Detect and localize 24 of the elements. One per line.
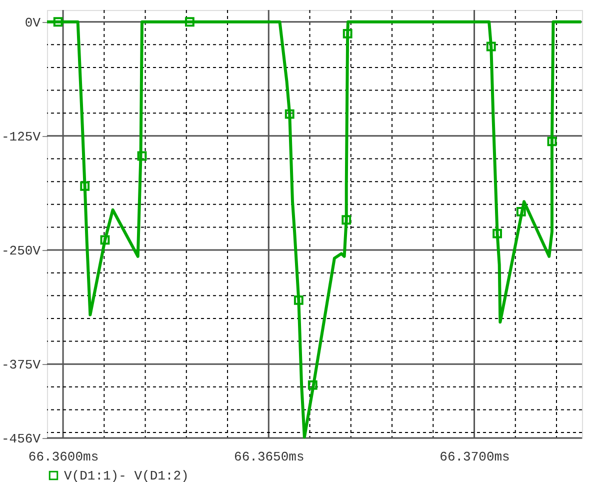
point — [53, 17, 63, 27]
y-tick-label: -125V — [1, 129, 41, 144]
point — [284, 109, 294, 119]
y-tick-label: -250V — [1, 244, 41, 259]
point — [137, 151, 147, 161]
point — [80, 181, 90, 191]
point — [486, 42, 496, 52]
point — [184, 17, 194, 27]
point — [342, 215, 352, 225]
y-tick-label: -375V — [1, 358, 41, 373]
point — [492, 228, 502, 238]
line-series — [46, 20, 583, 439]
x-tick-label: 66.3600ms — [28, 450, 99, 464]
x-tick-label: 66.3700ms — [440, 450, 510, 464]
point — [100, 235, 110, 245]
point — [516, 206, 526, 216]
point — [294, 295, 304, 305]
legend-label: V(D1:1)- V(D1:2) — [64, 468, 189, 482]
y-tick-label: -456V — [1, 432, 41, 446]
x-tick-label: 66.3650ms — [234, 450, 304, 464]
point — [342, 29, 352, 38]
point — [308, 380, 318, 390]
point — [547, 136, 557, 146]
y-tick-label: 0V — [24, 15, 41, 30]
